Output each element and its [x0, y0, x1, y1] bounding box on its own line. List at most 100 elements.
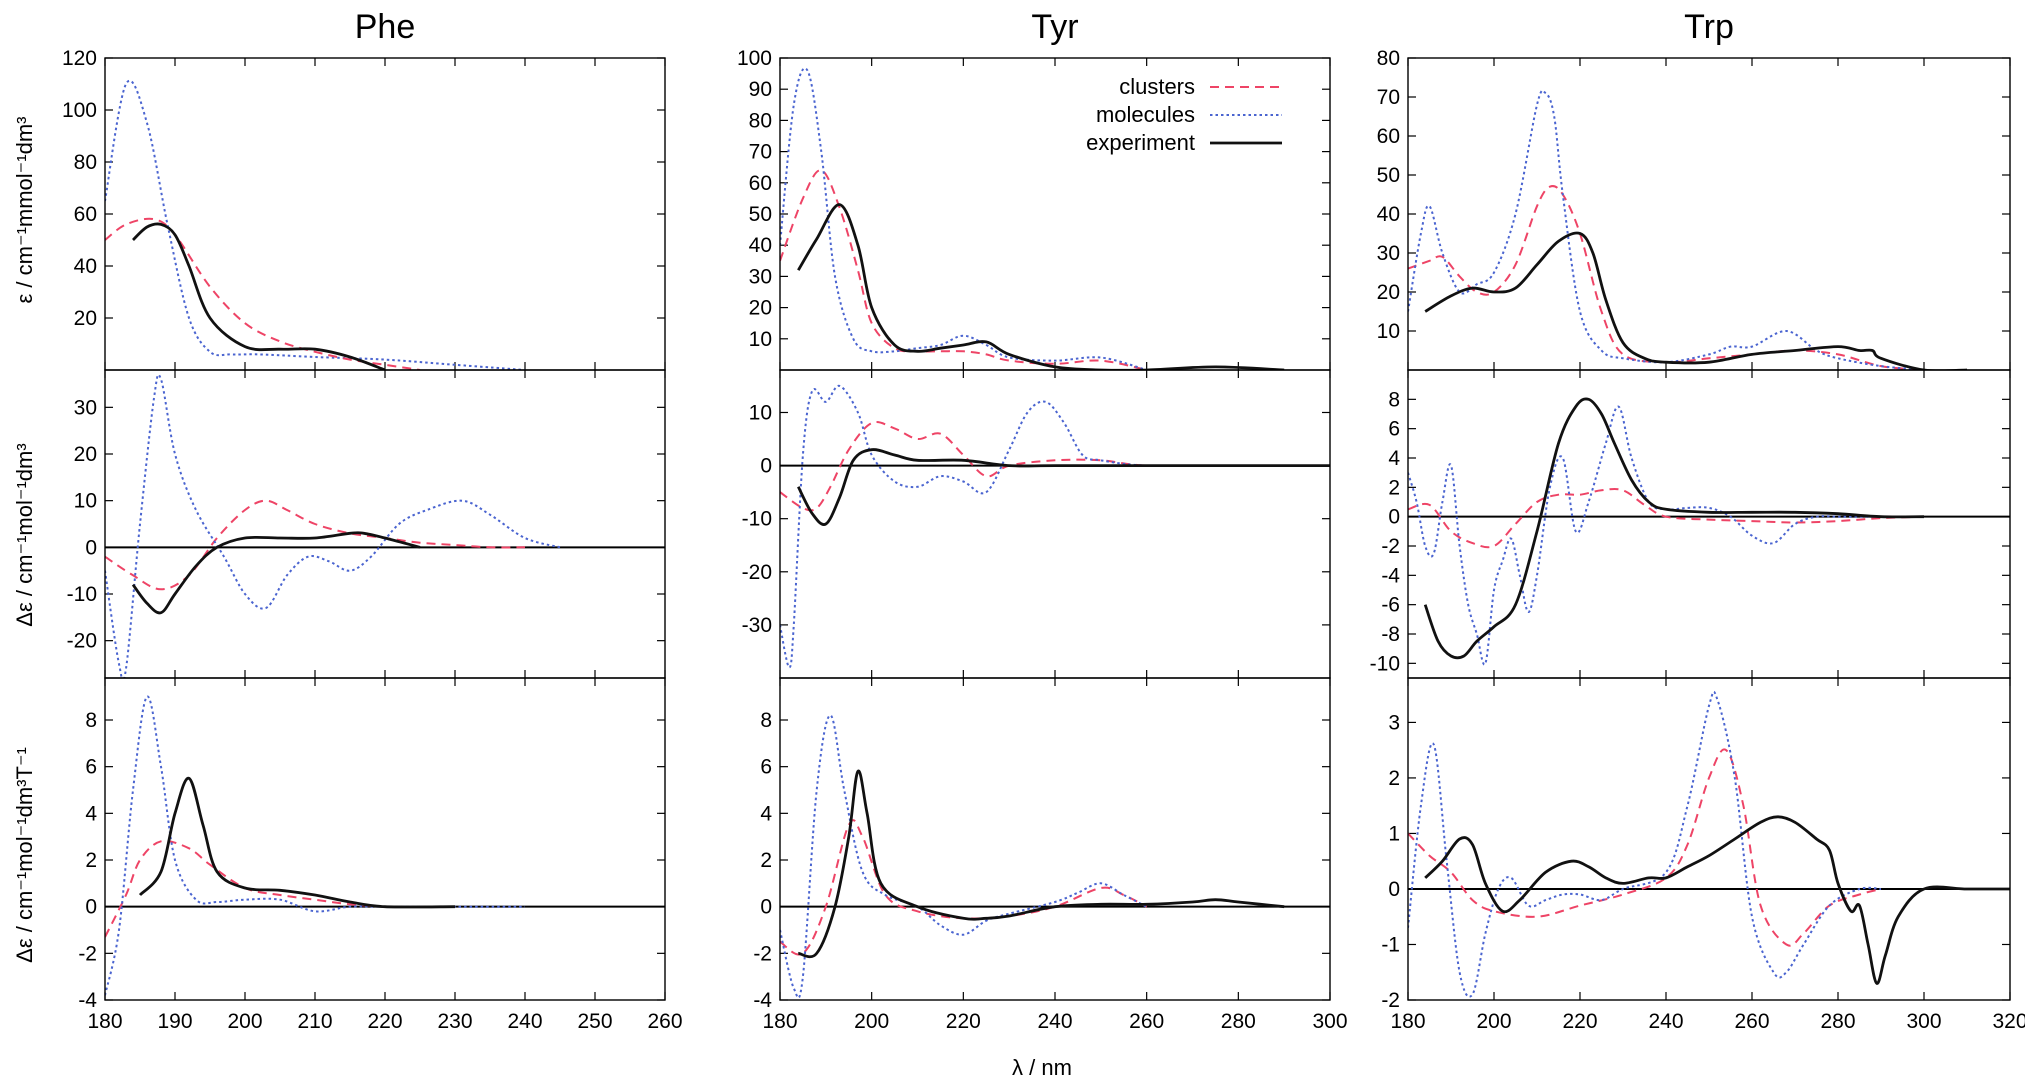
- y-tick-label: 10: [749, 328, 772, 351]
- y-tick-label: 8: [85, 709, 97, 732]
- y-tick-label: 70: [1377, 86, 1400, 109]
- y-tick-label: -4: [1381, 564, 1400, 587]
- x-tick-label: 180: [762, 1010, 797, 1033]
- y-tick-label: 80: [1377, 47, 1400, 70]
- y-label-cd: Δε / cm⁻¹mol⁻¹dm³: [12, 443, 37, 626]
- y-tick-label: 2: [1388, 476, 1400, 499]
- panel-2: Tyr 10 20 30 40 50 60 70 80 90 100: [737, 8, 1331, 371]
- panel-6: -10 -8 -6 -4 -2 0 2 4 6 8: [1370, 369, 2011, 679]
- panel-9: -2 -1 0 1 2 3 180 200 220 240 260 280 300 320: [1381, 677, 2025, 1033]
- series-line-experiment: [797, 448, 1330, 526]
- y-tick-label: 8: [760, 709, 772, 732]
- series-line-clusters: [1408, 487, 1925, 549]
- y-tick-label: 80: [749, 109, 772, 132]
- y-tick-label: 80: [74, 151, 97, 174]
- y-tick-label: 0: [85, 896, 97, 919]
- y-tick-label: -2: [1381, 989, 1400, 1012]
- y-tick-label: 10: [74, 490, 97, 513]
- y-tick-label: -10: [1370, 652, 1400, 675]
- y-tick-label: 70: [749, 141, 772, 164]
- plot-frame: [104, 57, 666, 371]
- plot-frame: [1407, 369, 2011, 679]
- plot-frame: [779, 57, 1331, 371]
- series-line-molecules: [105, 373, 561, 678]
- panel-3: Trp 10 20 30 40 50 60 70 80: [1377, 8, 2011, 371]
- y-tick-label: 60: [74, 203, 97, 226]
- x-tick-label: 240: [1648, 1010, 1683, 1033]
- x-tick-label: 280: [1221, 1010, 1256, 1033]
- y-tick-label: -2: [78, 942, 97, 965]
- y-tick-label: -4: [78, 989, 97, 1012]
- series-line-molecules: [780, 714, 1148, 999]
- series-line-clusters: [105, 839, 386, 938]
- y-tick-label: 6: [760, 756, 772, 779]
- y-tick-label: 30: [749, 265, 772, 288]
- series-line-experiment: [138, 776, 456, 909]
- plot-frame: [779, 677, 1331, 1001]
- x-tick-label: 180: [87, 1010, 122, 1033]
- y-tick-label: -2: [753, 942, 772, 965]
- x-tick-label: 220: [1562, 1010, 1597, 1033]
- x-tick-label: 220: [946, 1010, 981, 1033]
- series-line-experiment: [1424, 231, 1967, 370]
- x-tick-label: 260: [1734, 1010, 1769, 1033]
- y-tick-label: 30: [74, 396, 97, 419]
- y-tick-label: 3: [1388, 711, 1400, 734]
- series-line-molecules: [1408, 405, 1924, 666]
- panel-title: Trp: [1684, 8, 1734, 46]
- y-tick-label: 10: [749, 401, 772, 424]
- y-tick-label: 30: [1377, 242, 1400, 265]
- series-line-clusters: [105, 499, 526, 591]
- series-line-clusters: [1408, 748, 1882, 947]
- x-tick-label: 260: [647, 1010, 682, 1033]
- panel-title: Phe: [355, 8, 416, 46]
- y-tick-label: 1: [1388, 822, 1400, 845]
- x-tick-label: 300: [1312, 1010, 1347, 1033]
- plot-frame: [1407, 677, 2011, 1001]
- series-line-molecules: [1408, 690, 1882, 998]
- y-tick-label: -20: [742, 561, 772, 584]
- x-tick-label: 180: [1390, 1010, 1425, 1033]
- legend: clusters molecules experiment: [1086, 74, 1282, 155]
- y-tick-label: 20: [749, 297, 772, 320]
- y-tick-label: 120: [62, 47, 97, 70]
- x-tick-label: 280: [1820, 1010, 1855, 1033]
- y-tick-label: 50: [1377, 164, 1400, 187]
- panel-title: Tyr: [1031, 8, 1078, 46]
- x-tick-label: 200: [227, 1010, 262, 1033]
- y-tick-label: 6: [1388, 418, 1400, 441]
- x-tick-label: 240: [507, 1010, 542, 1033]
- series-line-experiment: [131, 531, 421, 615]
- y-label-absorption: ε / cm⁻¹mmol⁻¹dm³: [12, 116, 37, 303]
- x-axis-label: λ / nm: [1012, 1055, 1072, 1080]
- y-tick-label: -20: [67, 630, 97, 653]
- x-tick-label: 190: [157, 1010, 192, 1033]
- y-tick-label: 20: [1377, 281, 1400, 304]
- y-tick-label: 20: [74, 307, 97, 330]
- y-tick-label: -4: [753, 989, 772, 1012]
- legend-label-clusters: clusters: [1119, 74, 1195, 99]
- y-tick-label: -6: [1381, 594, 1400, 617]
- x-tick-label: 230: [437, 1010, 472, 1033]
- legend-label-experiment: experiment: [1086, 130, 1195, 155]
- y-tick-label: 2: [85, 849, 97, 872]
- y-tick-label: 4: [1388, 447, 1400, 470]
- x-tick-label: 240: [1037, 1010, 1072, 1033]
- plot-frame: [1407, 57, 2011, 371]
- x-tick-label: 200: [1476, 1010, 1511, 1033]
- series-line-experiment: [798, 769, 1285, 959]
- y-tick-label: 6: [85, 756, 97, 779]
- y-tick-label: 100: [62, 99, 97, 122]
- y-tick-label: 0: [1388, 506, 1400, 529]
- series-line-experiment: [797, 203, 1285, 370]
- y-tick-label: 40: [74, 255, 97, 278]
- plot-frame: [104, 369, 666, 679]
- series-line-experiment: [132, 222, 386, 370]
- y-tick-label: 0: [85, 536, 97, 559]
- y-tick-label: 2: [1388, 767, 1400, 790]
- y-tick-label: 2: [760, 849, 772, 872]
- panel-7: -4 -2 0 2 4 6 8 180 190 200 210 220 230 240 250 260: [78, 677, 683, 1033]
- y-tick-label: -10: [67, 583, 97, 606]
- legend-label-molecules: molecules: [1096, 102, 1195, 127]
- y-tick-label: 100: [737, 47, 772, 70]
